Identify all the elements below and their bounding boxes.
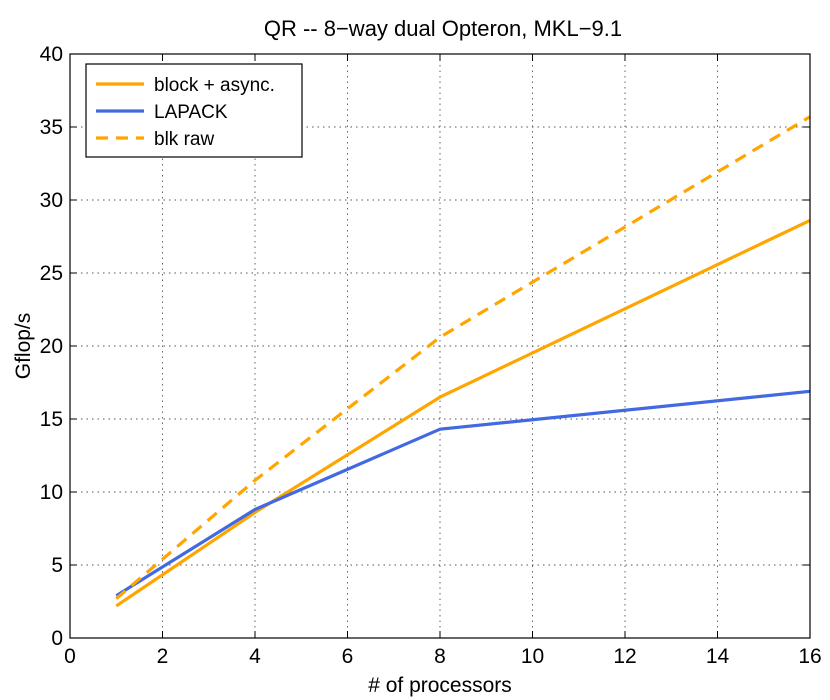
x-axis-title: # of processors — [368, 674, 512, 697]
x-tick-label: 14 — [706, 645, 730, 668]
series-layer — [115, 115, 811, 608]
grid-lines — [70, 54, 810, 638]
legend-label: LAPACK — [154, 102, 228, 123]
axis-ticks: 0 2 4 6 8 10 12 14 16 0 5 10 15 20 25 30 35 40 — [40, 43, 822, 668]
y-tick-label: 25 — [40, 262, 63, 285]
series-line-1 — [115, 218, 811, 608]
y-tick-label: 0 — [51, 627, 63, 650]
y-tick-label: 30 — [40, 189, 63, 212]
y-tick-label: 20 — [40, 335, 63, 358]
y-tick-label: 5 — [51, 554, 63, 577]
x-tick-label: 0 — [64, 645, 76, 668]
x-tick-label: 12 — [613, 645, 636, 668]
legend-label: blk raw — [154, 129, 214, 150]
y-tick-label: 40 — [40, 43, 63, 66]
x-tick-label: 6 — [342, 645, 354, 668]
x-tick-label: 2 — [157, 645, 169, 668]
legend: block + async. LAPACK blk raw — [85, 63, 303, 158]
x-tick-label: 4 — [249, 645, 261, 668]
series-line-3 — [115, 115, 811, 600]
x-tick-label: 10 — [521, 645, 544, 668]
y-axis-title: Gflop/s — [12, 313, 35, 380]
x-tick-label: 8 — [434, 645, 446, 668]
y-tick-label: 15 — [40, 408, 63, 431]
legend-label: block + async. — [154, 75, 275, 96]
chart-title: QR -- 8−way dual Opteron, MKL−9.1 — [264, 16, 622, 41]
series-line-2 — [115, 389, 811, 598]
y-tick-label: 10 — [40, 481, 63, 504]
y-tick-label: 35 — [40, 116, 63, 139]
x-tick-label: 16 — [798, 645, 821, 668]
